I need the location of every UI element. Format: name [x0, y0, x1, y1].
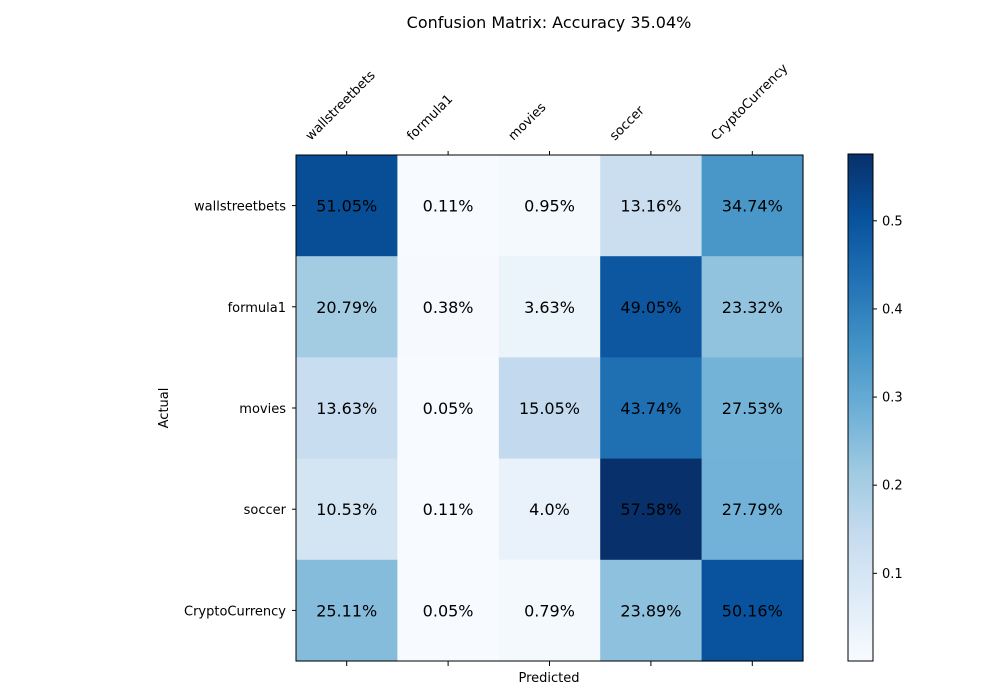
- heatmap-cell: [296, 559, 398, 662]
- cell-value-label: 3.63%: [524, 298, 575, 317]
- heatmap-cell: [397, 256, 500, 358]
- x-tick-label: CryptoCurrency: [709, 61, 792, 144]
- heatmap-cell: [296, 357, 398, 460]
- cell-value-label: 34.74%: [722, 197, 783, 216]
- heatmap-cell: [498, 256, 601, 358]
- cell-value-label: 10.53%: [316, 500, 377, 519]
- heatmap-cell: [600, 357, 703, 460]
- heatmap-cell: [498, 458, 601, 561]
- cell-value-label: 0.11%: [423, 500, 474, 519]
- cell-value-label: 0.11%: [423, 197, 474, 216]
- colorbar: [847, 153, 874, 662]
- heatmap-cell: [600, 458, 703, 561]
- heatmap-cell: [498, 155, 601, 257]
- cell-value-label: 57.58%: [620, 500, 681, 519]
- heatmap-cell: [701, 559, 804, 662]
- cell-value-label: 13.16%: [620, 197, 681, 216]
- heatmap-cell: [701, 256, 804, 358]
- cell-value-label: 23.32%: [722, 298, 783, 317]
- heatmap-cells: 51.05% 0.11% 0.95% 13.16% 34.74% 20.79% 0.38% 3…: [296, 155, 804, 662]
- colorbar-ticks: 0.1 0.2 0.3 0.4 0.5: [873, 214, 903, 582]
- colorbar-tick-label: 0.2: [882, 479, 903, 494]
- x-tick-label: soccer: [607, 103, 648, 144]
- cell-value-label: 0.05%: [423, 601, 474, 620]
- cell-value-label: 23.89%: [620, 601, 681, 620]
- colorbar-tick-label: 0.4: [882, 302, 903, 317]
- heatmap-cell: [498, 559, 601, 662]
- y-tick-label: soccer: [244, 503, 287, 518]
- y-tick-label: CryptoCurrency: [184, 604, 286, 619]
- y-tick-label: wallstreetbets: [194, 200, 286, 215]
- heatmap-cell: [397, 155, 500, 257]
- cell-value-label: 0.95%: [524, 197, 575, 216]
- heatmap-cell: [296, 155, 398, 257]
- y-tick-label: movies: [239, 402, 286, 417]
- heatmap-cell: [701, 458, 804, 561]
- y-axis-ticks: wallstreetbets formula1 movies soccer Crypto…: [184, 200, 296, 619]
- cell-value-label: 20.79%: [316, 298, 377, 317]
- y-tick-label: formula1: [228, 301, 286, 316]
- heatmap-cell: [600, 155, 703, 257]
- cell-value-label: 50.16%: [722, 601, 783, 620]
- y-axis-label: Actual: [157, 388, 172, 429]
- cell-value-label: 0.79%: [524, 601, 575, 620]
- heatmap-cell: [600, 559, 703, 662]
- x-tick-label: wallstreetbets: [303, 68, 379, 144]
- cell-value-label: 49.05%: [620, 298, 681, 317]
- cell-value-label: 27.79%: [722, 500, 783, 519]
- x-tick-label: movies: [506, 100, 550, 144]
- colorbar-tick-label: 0.3: [882, 391, 903, 406]
- cell-value-label: 27.53%: [722, 399, 783, 418]
- cell-value-label: 4.0%: [529, 500, 570, 519]
- chart-title: Confusion Matrix: Accuracy 35.04%: [407, 13, 692, 32]
- cell-value-label: 15.05%: [519, 399, 580, 418]
- heatmap-cell: [397, 357, 500, 460]
- heatmap-cell: [600, 256, 703, 358]
- colorbar-tick-label: 0.5: [882, 214, 903, 229]
- heatmap-cell: [296, 458, 398, 561]
- heatmap-cell: [498, 357, 601, 460]
- heatmap-cell: [397, 458, 500, 561]
- cell-value-label: 0.38%: [423, 298, 474, 317]
- heatmap-cell: [701, 155, 804, 257]
- x-axis-label: Predicted: [518, 671, 579, 686]
- heatmap-cell: [296, 256, 398, 358]
- cell-value-label: 13.63%: [316, 399, 377, 418]
- heatmap-cell: [397, 559, 500, 662]
- heatmap-cell: [701, 357, 804, 460]
- cell-value-label: 43.74%: [620, 399, 681, 418]
- cell-value-label: 0.05%: [423, 399, 474, 418]
- x-tick-label: formula1: [404, 92, 456, 144]
- cell-value-label: 25.11%: [316, 601, 377, 620]
- cell-value-label: 51.05%: [316, 197, 377, 216]
- colorbar-tick-label: 0.1: [882, 567, 903, 582]
